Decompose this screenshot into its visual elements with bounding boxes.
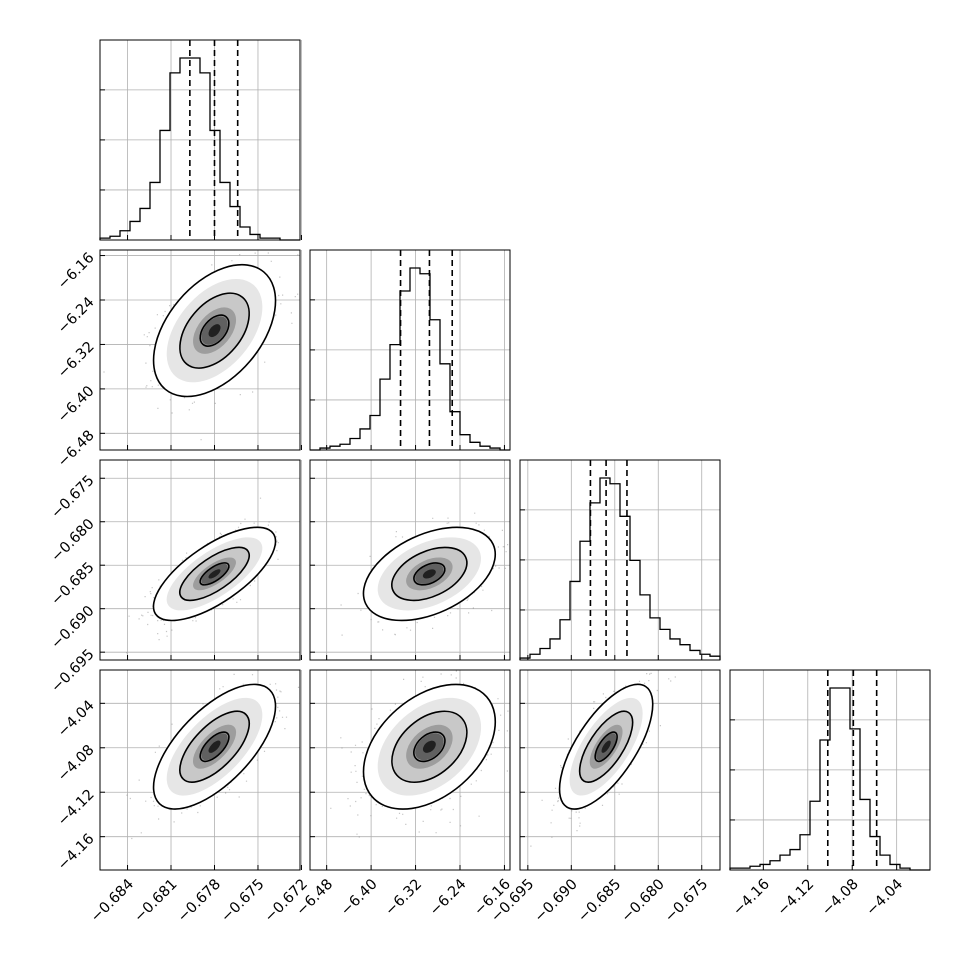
x-tick-label-2-4: −0.675 [662,876,711,925]
panel-2-1-contour-2 [413,562,446,586]
frames-layer [99,39,931,871]
panel-2-1-contour-1 [391,546,468,602]
y-tick-label-3-3: −4.04 [55,698,98,741]
x-tick-label-2-3: −0.680 [619,876,668,925]
panel-1-0-contour-2 [199,314,230,347]
x-tick-label-3-0: −4.16 [730,876,773,919]
panel-2-0-contour-0 [152,526,277,622]
x-tick-label-0-3: −0.675 [218,876,267,925]
panel-3-2-contour-2 [594,731,618,763]
panel-2-1-density-level-5 [422,569,436,579]
panel-1-0-contour-1 [179,292,250,369]
y-tick-label-2-2: −0.685 [48,560,97,609]
y-tick-label-1-1: −6.40 [55,383,98,426]
y-tick-label-3-2: −4.08 [55,742,98,785]
panel-3-0-frame [99,669,301,871]
histogram-1 [310,267,510,451]
x-tick-label-0-1: −0.681 [131,876,180,925]
y-tick-label-2-3: −0.680 [48,516,97,565]
histogram-0 [99,57,300,241]
x-tick-label-2-1: −0.690 [532,876,581,925]
panel-3-0-contour-1 [179,710,250,783]
histogram-3 [729,687,930,871]
y-tick-label-3-1: −4.12 [55,787,98,830]
panel-3-2-contour-1 [578,710,634,783]
y-tick-label-1-3: −6.24 [55,294,98,337]
panel-3-0-contour-0 [152,683,277,810]
panel-3-1-contour-2 [413,731,446,763]
panel-2-0-contour-1 [179,546,250,602]
panel-2-0-contour-2 [199,562,230,586]
x-tick-label-3-1: −4.12 [775,876,818,919]
y-tick-label-1-0: −6.48 [55,428,98,471]
panel-3-0-contour-2 [199,731,230,763]
panel-1-0-density-level-5 [208,324,221,338]
panel-3-1-contour-0 [362,683,497,810]
panel-2-0-density-level-5 [208,569,221,579]
panel-1-0-contour-0 [152,263,277,398]
panel-3-2-density-level-5 [601,740,611,753]
panel-3-1-frame [309,669,511,871]
x-tick-label-0-2: −0.678 [175,876,224,925]
panel-2-1-contour-0 [362,526,497,622]
marks-layer [99,40,930,871]
panel-3-1-density-level-5 [422,740,436,753]
y-tick-label-1-4: −6.16 [55,250,98,293]
x-tick-label-1-3: −6.24 [427,876,470,919]
x-tick-label-1-1: −6.40 [338,876,381,919]
x-tick-label-1-2: −6.32 [382,876,425,919]
y-tick-label-3-0: −4.16 [55,831,98,874]
panel-3-2-contour-0 [558,683,654,810]
histogram-2 [519,477,721,660]
panel-3-2-frame [519,669,721,871]
panel-1-0-frame [99,249,301,451]
panel-3-1-contour-1 [391,710,468,784]
y-tick-label-2-1: −0.690 [48,603,97,652]
panel-2-1-frame [309,459,511,661]
y-tick-label-2-4: −0.675 [48,473,97,522]
y-tick-label-2-0: −0.695 [48,647,97,696]
x-tick-label-2-2: −0.685 [575,876,624,925]
panel-3-0-density-level-5 [208,740,221,753]
panel-2-0-frame [99,459,301,661]
density-layer [153,264,653,810]
y-tick-label-1-2: −6.32 [55,339,98,382]
x-tick-label-3-2: −4.08 [819,876,862,919]
x-tick-label-3-3: −4.04 [864,876,907,919]
x-tick-label-0-0: −0.684 [88,876,137,925]
